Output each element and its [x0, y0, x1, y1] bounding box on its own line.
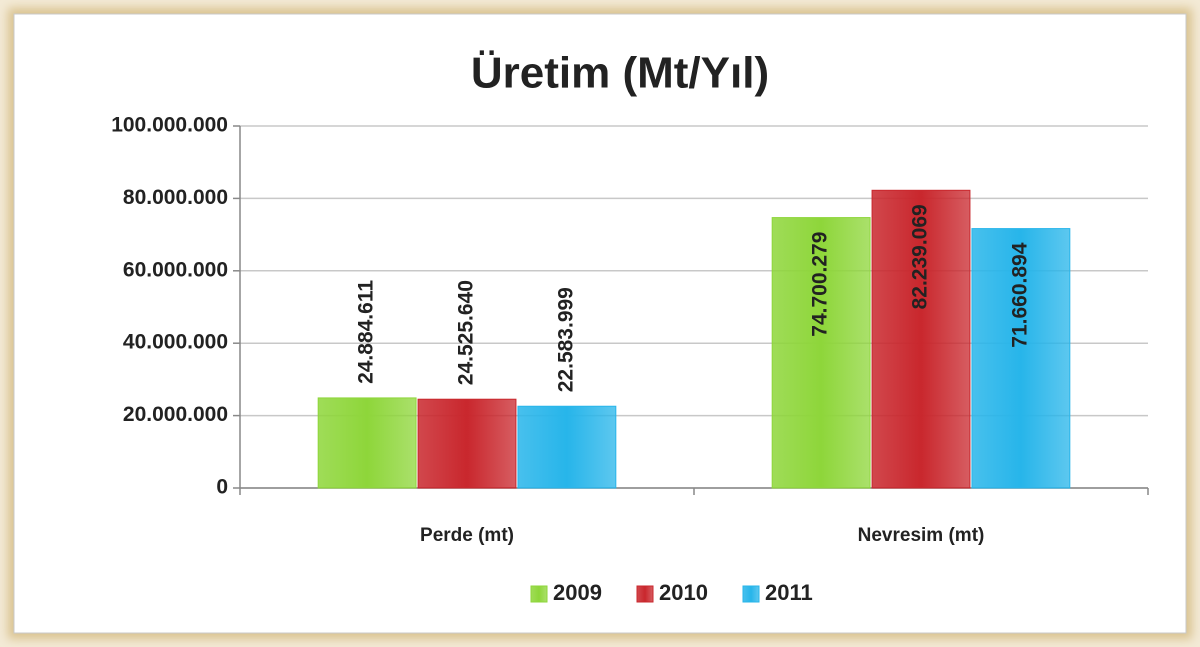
x-tick-label: Perde (mt): [420, 525, 514, 546]
x-tick-label: Nevresim (mt): [858, 525, 985, 546]
bar: [971, 228, 1071, 489]
bar: [417, 398, 517, 489]
value-label: 74.700.279: [809, 232, 832, 337]
y-tick-label: 100.000.000: [111, 114, 228, 137]
legend-label: 2010: [659, 580, 708, 605]
chart-title: Üretim (Mt/Yıl): [471, 49, 769, 98]
legend-label: 2011: [765, 580, 813, 605]
bar: [771, 217, 871, 489]
value-label: 24.884.611: [355, 280, 378, 384]
value-label: 22.583.999: [554, 287, 577, 392]
legend-swatch: [530, 585, 548, 603]
value-label: 82.239.069: [909, 204, 932, 309]
legend-swatch: [742, 585, 760, 603]
value-label: 71.660.894: [1008, 242, 1031, 347]
value-label: 24.525.640: [455, 280, 478, 385]
bar: [517, 405, 617, 489]
y-tick-label: 80.000.000: [123, 186, 228, 209]
legend-label: 2009: [553, 580, 602, 605]
y-tick-label: 60.000.000: [123, 258, 228, 281]
y-tick-label: 40.000.000: [123, 331, 228, 354]
y-tick-label: 0: [216, 476, 228, 499]
bar: [871, 189, 971, 489]
legend-swatch: [636, 585, 654, 603]
bar: [317, 397, 417, 489]
y-tick-label: 20.000.000: [123, 403, 228, 426]
